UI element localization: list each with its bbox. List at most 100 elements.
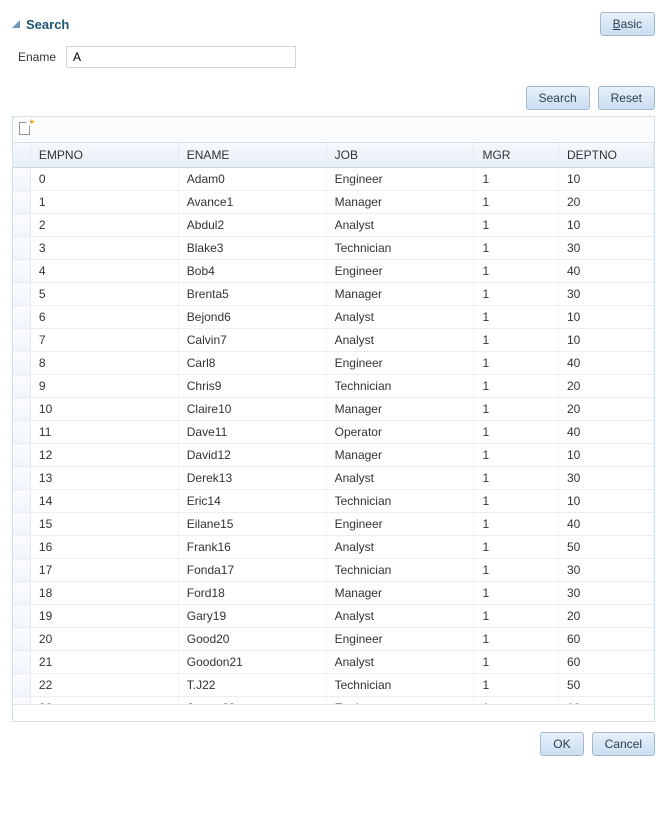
table-row[interactable]: 17Fonda17Technician130: [13, 559, 654, 582]
table-cell: 1: [474, 283, 558, 306]
table-cell: 14: [30, 490, 178, 513]
col-job[interactable]: JOB: [326, 143, 474, 168]
table-cell: 16: [30, 536, 178, 559]
cancel-button[interactable]: Cancel: [592, 732, 655, 756]
row-handle[interactable]: [13, 605, 30, 628]
row-handle[interactable]: [13, 260, 30, 283]
row-handle[interactable]: [13, 306, 30, 329]
row-handle[interactable]: [13, 559, 30, 582]
table-row[interactable]: 3Blake3Technician130: [13, 237, 654, 260]
table-row[interactable]: 1Avance1Manager120: [13, 191, 654, 214]
table-row[interactable]: 9Chris9Technician120: [13, 375, 654, 398]
new-record-icon[interactable]: ✦: [18, 120, 34, 136]
search-title-text: Search: [26, 17, 69, 32]
row-handle[interactable]: [13, 536, 30, 559]
table-cell: 11: [30, 421, 178, 444]
search-button[interactable]: Search: [526, 86, 590, 110]
table-cell: Technician: [326, 490, 474, 513]
table-cell: 17: [30, 559, 178, 582]
row-handle[interactable]: [13, 283, 30, 306]
table-cell: 30: [558, 559, 653, 582]
row-handle[interactable]: [13, 352, 30, 375]
table-row[interactable]: 23James23Engineer110: [13, 697, 654, 705]
table-cell: Brenta5: [178, 283, 326, 306]
table-row[interactable]: 15Eilane15Engineer140: [13, 513, 654, 536]
col-mgr[interactable]: MGR: [474, 143, 558, 168]
row-handle[interactable]: [13, 237, 30, 260]
table-row[interactable]: 18Ford18Manager130: [13, 582, 654, 605]
table-cell: Manager: [326, 191, 474, 214]
row-handle[interactable]: [13, 513, 30, 536]
table-cell: David12: [178, 444, 326, 467]
row-handle[interactable]: [13, 697, 30, 705]
table-row[interactable]: 10Claire10Manager120: [13, 398, 654, 421]
row-handle[interactable]: [13, 467, 30, 490]
table-cell: 1: [474, 467, 558, 490]
table-cell: Analyst: [326, 329, 474, 352]
table-row[interactable]: 21Goodon21Analyst160: [13, 651, 654, 674]
row-handle[interactable]: [13, 674, 30, 697]
table-row[interactable]: 22T.J22Technician150: [13, 674, 654, 697]
row-handle[interactable]: [13, 191, 30, 214]
ename-input[interactable]: [66, 46, 296, 68]
table-cell: 1: [474, 536, 558, 559]
row-handle[interactable]: [13, 375, 30, 398]
table-row[interactable]: 4Bob4Engineer140: [13, 260, 654, 283]
row-handle[interactable]: [13, 214, 30, 237]
row-handle[interactable]: [13, 168, 30, 191]
table-cell: Manager: [326, 283, 474, 306]
row-handle[interactable]: [13, 421, 30, 444]
basic-button[interactable]: Basic: [600, 12, 655, 36]
col-ename[interactable]: ENAME: [178, 143, 326, 168]
table-cell: Dave11: [178, 421, 326, 444]
table-row[interactable]: 12David12Manager110: [13, 444, 654, 467]
table-cell: Eilane15: [178, 513, 326, 536]
table-cell: 1: [474, 306, 558, 329]
table-cell: 1: [474, 421, 558, 444]
horizontal-scrollbar[interactable]: [13, 704, 654, 721]
table-row[interactable]: 7Calvin7Analyst110: [13, 329, 654, 352]
ok-button[interactable]: OK: [540, 732, 583, 756]
row-handle[interactable]: [13, 582, 30, 605]
row-handle[interactable]: [13, 329, 30, 352]
table-cell: Engineer: [326, 352, 474, 375]
table-cell: 8: [30, 352, 178, 375]
row-handle[interactable]: [13, 398, 30, 421]
table-cell: 1: [474, 191, 558, 214]
table-cell: Bob4: [178, 260, 326, 283]
table-cell: Analyst: [326, 536, 474, 559]
col-empno[interactable]: EMPNO: [30, 143, 178, 168]
table-row[interactable]: 6Bejond6Analyst110: [13, 306, 654, 329]
table-row[interactable]: 0Adam0Engineer110: [13, 168, 654, 191]
table-scroll-area[interactable]: EMPNO ENAME JOB MGR DEPTNO 0Adam0Enginee…: [13, 143, 654, 704]
reset-button[interactable]: Reset: [598, 86, 655, 110]
table-cell: 20: [558, 605, 653, 628]
table-cell: Operator: [326, 421, 474, 444]
table-row[interactable]: 19Gary19Analyst120: [13, 605, 654, 628]
row-handle[interactable]: [13, 628, 30, 651]
row-handle[interactable]: [13, 490, 30, 513]
table-cell: 15: [30, 513, 178, 536]
table-row[interactable]: 5Brenta5Manager130: [13, 283, 654, 306]
col-dept[interactable]: DEPTNO: [558, 143, 653, 168]
table-row[interactable]: 16Frank16Analyst150: [13, 536, 654, 559]
row-handle[interactable]: [13, 651, 30, 674]
table-cell: 1: [474, 168, 558, 191]
table-row[interactable]: 13Derek13Analyst130: [13, 467, 654, 490]
table-row[interactable]: 2Abdul2Analyst110: [13, 214, 654, 237]
table-cell: 10: [558, 490, 653, 513]
table-cell: 20: [558, 191, 653, 214]
search-panel-title[interactable]: Search: [12, 17, 69, 32]
table-row[interactable]: 8Carl8Engineer140: [13, 352, 654, 375]
table-cell: 1: [474, 582, 558, 605]
table-cell: Analyst: [326, 306, 474, 329]
row-handle[interactable]: [13, 444, 30, 467]
table-cell: 0: [30, 168, 178, 191]
table-row[interactable]: 20Good20Engineer160: [13, 628, 654, 651]
table-cell: Carl8: [178, 352, 326, 375]
table-cell: 10: [558, 306, 653, 329]
table-row[interactable]: 11Dave11Operator140: [13, 421, 654, 444]
table-cell: Good20: [178, 628, 326, 651]
table-cell: Technician: [326, 375, 474, 398]
table-row[interactable]: 14Eric14Technician110: [13, 490, 654, 513]
